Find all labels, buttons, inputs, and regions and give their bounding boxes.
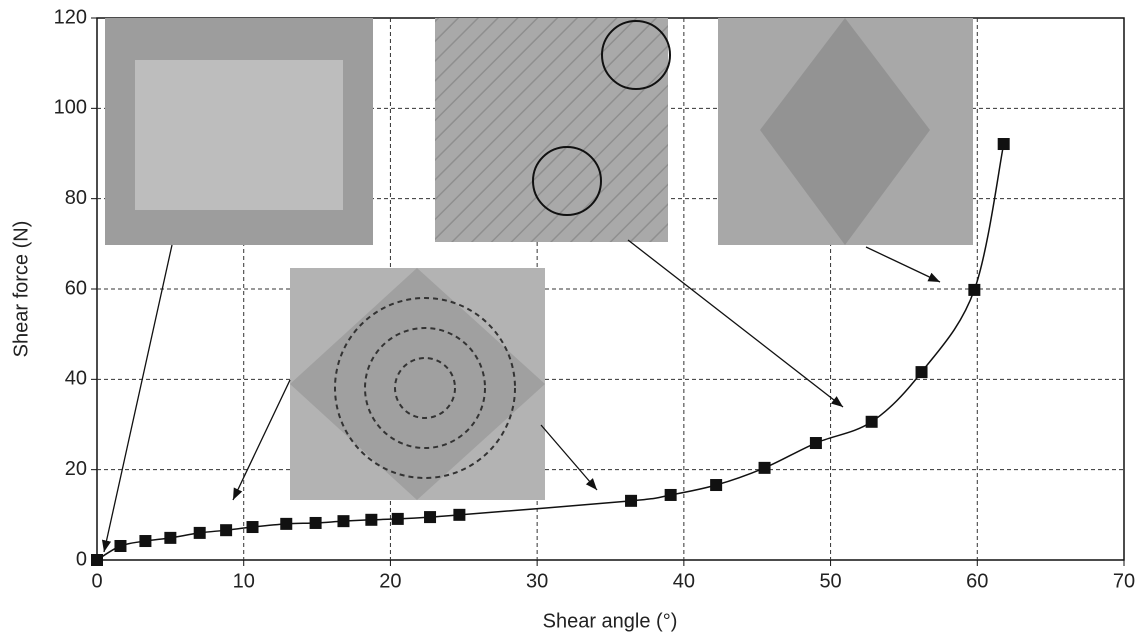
data-point	[220, 524, 233, 537]
inset-vortex	[364, 327, 486, 449]
data-point	[309, 516, 322, 529]
data-point	[809, 437, 822, 450]
inset-image	[135, 60, 343, 210]
x-tick-label: 60	[966, 570, 988, 592]
data-layer	[91, 138, 1010, 566]
data-point	[193, 526, 206, 539]
data-point	[139, 535, 152, 548]
data-point	[968, 283, 981, 296]
x-tick-label: 30	[526, 570, 548, 592]
y-axis-label: Shear force (N)	[10, 221, 32, 358]
data-point	[453, 508, 466, 521]
x-tick-label: 40	[673, 570, 695, 592]
x-axis-label: Shear angle (°)	[543, 610, 678, 632]
y-tick-label: 60	[65, 277, 87, 299]
x-tick-label: 0	[91, 570, 102, 592]
x-tick-label: 50	[819, 570, 841, 592]
inset-circle	[532, 146, 602, 216]
y-tick-label: 100	[54, 97, 87, 119]
x-tick-label: 10	[233, 570, 255, 592]
data-point	[664, 488, 677, 501]
x-tick-label: 70	[1113, 570, 1135, 592]
y-tick-label: 80	[65, 187, 87, 209]
arrow	[540, 424, 598, 491]
arrow	[865, 246, 941, 283]
y-tick-label: 120	[54, 6, 87, 28]
inset-images	[105, 18, 973, 500]
inset-image	[290, 268, 545, 500]
inset-vortex	[334, 297, 516, 479]
data-point	[865, 415, 878, 428]
data-point	[114, 539, 127, 552]
arrow	[627, 239, 844, 408]
y-tick-label: 20	[65, 458, 87, 480]
arrow	[232, 379, 291, 501]
data-point	[424, 511, 437, 524]
data-point	[164, 531, 177, 544]
data-point	[625, 494, 638, 507]
plot-area: 0 10 20 30 40 50 60 70 0 20 40 60 80 100 120	[54, 6, 1136, 592]
arrow	[101, 244, 173, 553]
data-point	[391, 512, 404, 525]
data-point	[280, 517, 293, 530]
inset-circle	[601, 20, 671, 90]
data-point	[337, 515, 350, 528]
inset-image	[760, 18, 930, 245]
data-point	[91, 554, 103, 566]
data-point	[915, 366, 928, 379]
data-point	[997, 138, 1010, 151]
inset-image	[435, 18, 668, 242]
data-point	[758, 461, 771, 474]
y-tick-label: 0	[76, 548, 87, 570]
data-point	[246, 521, 259, 534]
data-point	[710, 479, 723, 492]
arrows	[101, 239, 941, 553]
y-tick-label: 40	[65, 368, 87, 390]
x-tick-label: 20	[379, 570, 401, 592]
data-point	[365, 513, 378, 526]
inset-vortex	[394, 357, 456, 419]
